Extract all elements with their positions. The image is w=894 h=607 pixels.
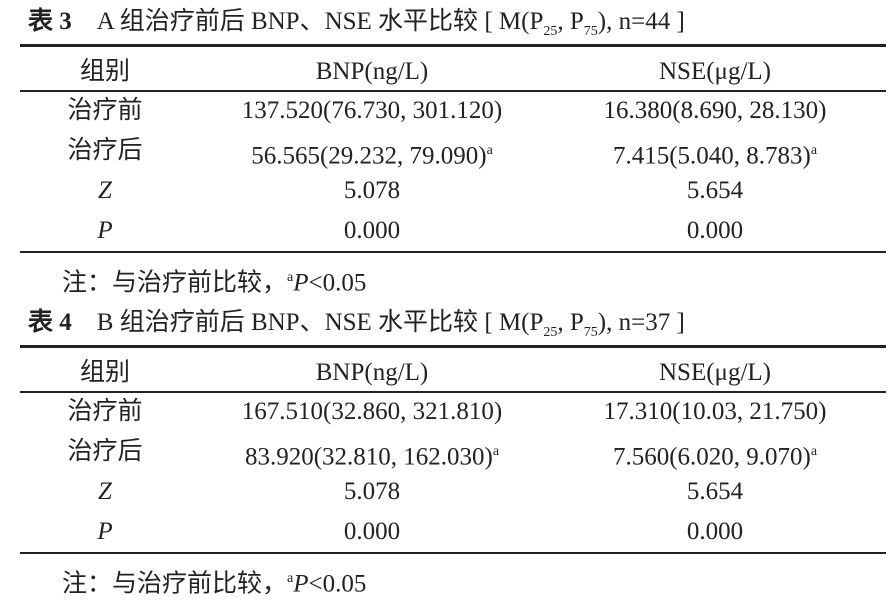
caption-stat: 75 — [583, 325, 598, 340]
cell-text: 167.510(32.860, 321.810) — [241, 398, 503, 425]
cell-text: P — [97, 217, 113, 244]
table-cell: P — [97, 517, 112, 547]
header-cell: NSE(μg/L) — [659, 359, 771, 386]
cell-text: 137.520(76.730, 301.120) — [241, 97, 503, 124]
caption-stat: 25 — [543, 24, 558, 39]
caption-stat: [ M(P — [484, 309, 544, 336]
table-rule — [20, 44, 886, 47]
table-cell: Z — [98, 477, 112, 507]
header-cell: 组别 — [79, 58, 131, 85]
cell-sup: a — [810, 444, 818, 459]
note-value: <0.05 — [308, 570, 367, 598]
table-cell: 5.654 — [687, 477, 743, 507]
cell-text: 5.078 — [343, 478, 401, 505]
cell-text: 0.000 — [686, 217, 744, 244]
header-cell: BNP(ng/L) — [315, 359, 429, 386]
cell-text: 0.000 — [343, 518, 401, 545]
note-sup: a — [287, 571, 294, 586]
note-p: P — [293, 269, 309, 297]
table-cell: 治疗后 — [67, 437, 142, 467]
cell-text: 治疗后 — [67, 438, 143, 465]
cell-sup: a — [492, 444, 500, 459]
cell-text: 83.920(32.810, 162.030) — [244, 443, 493, 471]
cell-text: P — [97, 518, 113, 545]
table-rule — [20, 391, 886, 393]
caption-label: 表 3 — [28, 8, 72, 35]
cell-text: 56.565(29.232, 79.090) — [251, 142, 487, 170]
caption-text: A 组治疗前后 BNP、NSE 水平比较 — [96, 8, 479, 35]
note-text: 注：与治疗前比较， — [62, 570, 288, 598]
note-sup: a — [287, 270, 294, 285]
caption-text: B 组治疗前后 BNP、NSE 水平比较 — [96, 309, 479, 336]
table-cell: 16.380(8.690, 28.130) — [604, 96, 827, 126]
note-p: P — [293, 570, 309, 598]
table-rule — [20, 251, 886, 253]
table-cell: 0.000 — [687, 216, 743, 246]
table-rule — [20, 345, 886, 348]
table-cell: 167.510(32.860, 321.810) — [242, 397, 502, 427]
caption-label: 表 4 — [28, 309, 72, 336]
header-cell: 组别 — [79, 359, 131, 386]
table-rule — [20, 90, 886, 92]
cell-text: 0.000 — [343, 217, 401, 244]
table-cell: Z — [98, 176, 112, 206]
caption-stat: 75 — [583, 24, 598, 39]
note-value: <0.05 — [308, 269, 367, 297]
table-cell: 17.310(10.03, 21.750) — [604, 397, 827, 427]
cell-text: Z — [98, 478, 112, 505]
header-cell: BNP(ng/L) — [315, 58, 429, 85]
table-cell: 0.000 — [687, 517, 743, 547]
header-cell: NSE(μg/L) — [659, 58, 771, 85]
caption-stat: , P — [557, 309, 584, 336]
table-cell: 治疗前 — [67, 96, 142, 126]
note-text: 注：与治疗前比较， — [62, 269, 288, 297]
cell-text: 5.654 — [686, 478, 744, 505]
table-cell: P — [97, 216, 112, 246]
table-cell: 56.565(29.232, 79.090)a — [251, 136, 493, 171]
table-cell: 83.920(32.810, 162.030)a — [245, 437, 499, 472]
cell-text: 0.000 — [686, 518, 744, 545]
cell-text: 5.078 — [343, 177, 401, 204]
cell-text: 7.415(5.040, 8.783) — [612, 142, 811, 170]
table-cell: 0.000 — [344, 517, 400, 547]
table-cell: 治疗前 — [67, 397, 142, 427]
caption-stat: ), n=44 ] — [597, 8, 685, 35]
table-cell: 7.560(6.020, 9.070)a — [613, 437, 817, 472]
table-cell: 治疗后 — [67, 136, 142, 166]
table-caption: 表 3 A 组治疗前后 BNP、NSE 水平比较 [ M(P25, P75), … — [28, 7, 685, 47]
cell-text: 治疗后 — [67, 137, 143, 164]
table-cell: 5.078 — [344, 477, 400, 507]
cell-text: 5.654 — [686, 177, 744, 204]
caption-stat: [ M(P — [484, 8, 544, 35]
cell-sup: a — [810, 143, 818, 158]
table-note: 注：与治疗前比较，aP<0.05 — [62, 564, 366, 599]
table-caption: 表 4 B 组治疗前后 BNP、NSE 水平比较 [ M(P25, P75), … — [28, 308, 685, 348]
table-cell: 7.415(5.040, 8.783)a — [613, 136, 817, 171]
caption-stat: , P — [557, 8, 584, 35]
caption-stat: 25 — [543, 325, 558, 340]
table-cell: 5.078 — [344, 176, 400, 206]
table-cell: 0.000 — [344, 216, 400, 246]
cell-sup: a — [486, 143, 493, 158]
table-cell: 137.520(76.730, 301.120) — [242, 96, 502, 126]
cell-text: 治疗前 — [67, 97, 143, 124]
table-cell: 5.654 — [687, 176, 743, 206]
cell-text: Z — [98, 177, 112, 204]
table-rule — [20, 552, 886, 554]
cell-text: 16.380(8.690, 28.130) — [603, 97, 827, 124]
table-note: 注：与治疗前比较，aP<0.05 — [62, 263, 366, 298]
cell-text: 7.560(6.020, 9.070) — [612, 443, 811, 471]
cell-text: 17.310(10.03, 21.750) — [603, 398, 827, 425]
caption-stat: ), n=37 ] — [597, 309, 685, 336]
cell-text: 治疗前 — [67, 398, 143, 425]
